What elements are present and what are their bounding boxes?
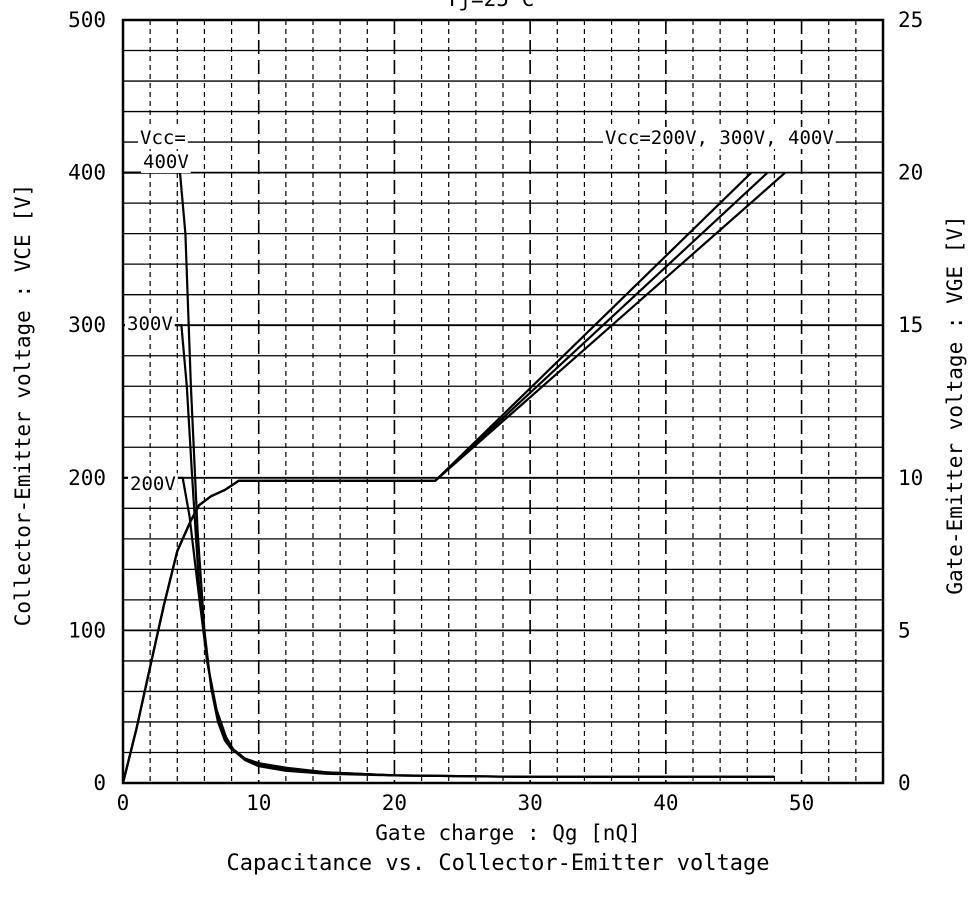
y2-tick-label: 25 bbox=[898, 8, 923, 32]
y-tick-label: 0 bbox=[93, 771, 106, 795]
x-tick-label: 20 bbox=[382, 791, 407, 815]
annotation-background bbox=[141, 151, 191, 173]
partial-header: Tj=25°C bbox=[446, 0, 535, 11]
y-tick-label: 500 bbox=[68, 8, 106, 32]
y-tick-label: 100 bbox=[68, 618, 106, 642]
x-tick-label: 50 bbox=[789, 791, 814, 815]
vge-curve-6 bbox=[121, 171, 787, 784]
y2-axis-title: Gate-Emitter voltage : VGE [V] bbox=[943, 215, 967, 594]
y2-tick-label: 5 bbox=[898, 618, 911, 642]
annotation-400v: 400V bbox=[143, 151, 189, 173]
vce-curve-3 bbox=[123, 476, 775, 778]
y-axis-title: Collector-Emitter voltage : VCE [V] bbox=[11, 184, 35, 627]
annotation-background bbox=[138, 127, 188, 149]
y2-tick-label: 0 bbox=[898, 771, 911, 795]
annotation-vcc-label: Vcc= bbox=[140, 127, 186, 149]
y2-tick-label: 15 bbox=[898, 313, 923, 337]
x-tick-label: 40 bbox=[653, 791, 678, 815]
plot-area bbox=[121, 171, 787, 784]
plot-frame bbox=[121, 18, 885, 785]
x-tick-label: 30 bbox=[517, 791, 542, 815]
y-tick-label: 200 bbox=[68, 466, 106, 490]
annotation-background bbox=[125, 313, 175, 335]
annotation-200v: 200V bbox=[130, 473, 176, 495]
x-tick-label: 10 bbox=[246, 791, 271, 815]
annotation-background bbox=[603, 127, 836, 149]
annotation-vcc-all: Vcc=200V, 300V, 400V bbox=[605, 127, 834, 149]
y2-tick-label: 10 bbox=[898, 466, 923, 490]
figure-caption: Capacitance vs. Collector-Emitter voltag… bbox=[226, 851, 769, 876]
annotation-300v: 300V bbox=[127, 313, 173, 335]
x-tick-label: 0 bbox=[117, 791, 130, 815]
annotation-background bbox=[128, 473, 178, 495]
x-axis-title: Gate charge : Qg [nQ] bbox=[375, 821, 641, 845]
y2-tick-label: 20 bbox=[898, 161, 923, 185]
y-tick-label: 400 bbox=[68, 161, 106, 185]
y-tick-label: 300 bbox=[68, 313, 106, 337]
